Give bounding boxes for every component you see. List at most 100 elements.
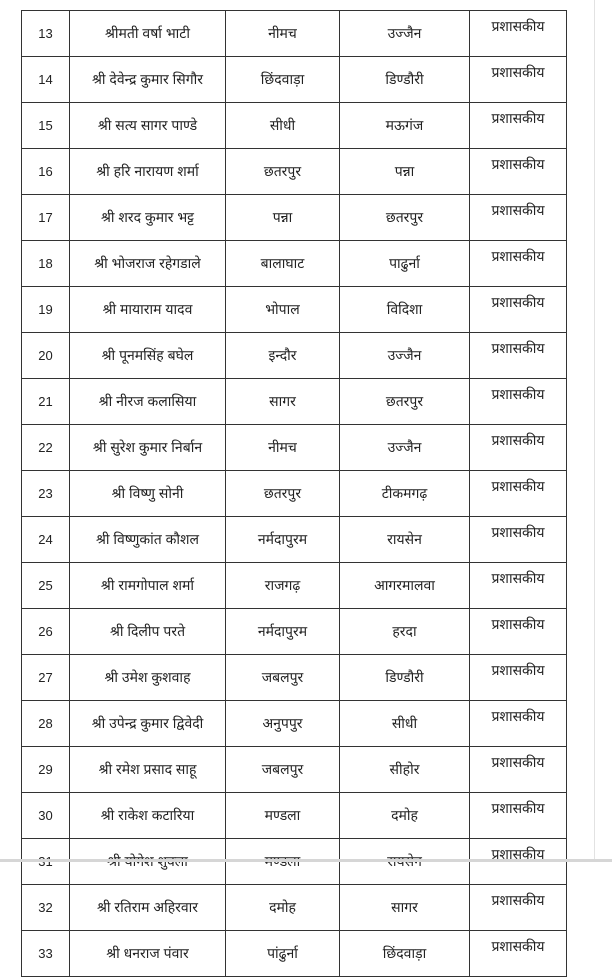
table-row: 26 श्री दिलीप परते नर्मदापुरम हरदा प्रशासकीय [21,608,567,655]
table-row: 21 श्री नीरज कलासिया सागर छतरपुर प्रशासकीय [21,378,567,425]
serial-number-cell: 16 [21,148,70,195]
reason-cell: प्रशासकीय [469,240,567,287]
from-district-cell: पांढुर्ना [225,930,340,977]
serial-number-cell: 19 [21,286,70,333]
table-row: 22 श्री सुरेश कुमार निर्बान नीमच उज्जैन प्रश… [21,424,567,471]
table-row: 25 श्री रामगोपाल शर्मा राजगढ़ आगरमालवा प्रशा… [21,562,567,609]
employee-name-cell: श्री रमेश प्रसाद साहू [69,746,226,793]
serial-number-cell: 15 [21,102,70,149]
table-row: 23 श्री विष्णु सोनी छतरपुर टीकमगढ़ प्रशासकीय [21,470,567,517]
employee-name-cell: श्री नीरज कलासिया [69,378,226,425]
to-district-cell: विदिशा [339,286,470,333]
to-district-cell: हरदा [339,608,470,655]
serial-number-cell: 14 [21,56,70,103]
from-district-cell: छतरपुर [225,470,340,517]
serial-number-cell: 26 [21,608,70,655]
serial-number-cell: 18 [21,240,70,287]
table-row: 32 श्री रतिराम अहिरवार दमोह सागर प्रशासकीय [21,884,567,931]
to-district-cell: डिण्डौरी [339,654,470,701]
from-district-cell: नर्मदापुरम [225,608,340,655]
table-row: 27 श्री उमेश कुशवाह जबलपुर डिण्डौरी प्रशासकी… [21,654,567,701]
table-row: 15 श्री सत्य सागर पाण्डे सीधी मऊगंज प्रशासकी… [21,102,567,149]
reason-cell: प्रशासकीय [469,930,567,977]
serial-number-cell: 27 [21,654,70,701]
reason-cell: प्रशासकीय [469,516,567,563]
reason-cell: प्रशासकीय [469,700,567,747]
table-row: 30 श्री राकेश कटारिया मण्डला दमोह प्रशासकीय [21,792,567,839]
from-district-cell: अनुपपुर [225,700,340,747]
employee-name-cell: श्री सुरेश कुमार निर्बान [69,424,226,471]
reason-cell: प्रशासकीय [469,884,567,931]
employee-name-cell: श्री देवेन्द्र कुमार सिगौर [69,56,226,103]
table-row: 20 श्री पूनमसिंह बघेल इन्दौर उज्जैन प्रशासकी… [21,332,567,379]
page-edge-divider [594,0,595,862]
to-district-cell: पाढुर्ना [339,240,470,287]
reason-cell: प्रशासकीय [469,10,567,57]
employee-name-cell: श्री दिलीप परते [69,608,226,655]
reason-cell: प्रशासकीय [469,332,567,379]
reason-cell: प्रशासकीय [469,148,567,195]
employee-name-cell: श्री धनराज पंवार [69,930,226,977]
employee-name-cell: श्री भोजराज रहेगडाले [69,240,226,287]
employee-name-cell: श्री रतिराम अहिरवार [69,884,226,931]
employee-name-cell: श्री विष्णु सोनी [69,470,226,517]
reason-cell: प्रशासकीय [469,56,567,103]
to-district-cell: पन्ना [339,148,470,195]
from-district-cell: इन्दौर [225,332,340,379]
employee-name-cell: श्री सत्य सागर पाण्डे [69,102,226,149]
to-district-cell: छतरपुर [339,378,470,425]
from-district-cell: राजगढ़ [225,562,340,609]
employee-name-cell: श्री पूनमसिंह बघेल [69,332,226,379]
from-district-cell: पन्ना [225,194,340,241]
to-district-cell: मऊगंज [339,102,470,149]
serial-number-cell: 29 [21,746,70,793]
employee-name-cell: श्री मायाराम यादव [69,286,226,333]
table-row: 24 श्री विष्णुकांत कौशल नर्मदापुरम रायसेन प्… [21,516,567,563]
table-row: 28 श्री उपेन्द्र कुमार द्विवेदी अनुपपुर सीध… [21,700,567,747]
table-row: 29 श्री रमेश प्रसाद साहू जबलपुर सीहोर प्रशास… [21,746,567,793]
serial-number-cell: 20 [21,332,70,379]
reason-cell: प्रशासकीय [469,378,567,425]
table-row: 14 श्री देवेन्द्र कुमार सिगौर छिंदवाड़ा डिण… [21,56,567,103]
from-district-cell: सीधी [225,102,340,149]
table-row: 33 श्री धनराज पंवार पांढुर्ना छिंदवाड़ा प्रश… [21,930,567,977]
from-district-cell: दमोह [225,884,340,931]
from-district-cell: नीमच [225,10,340,57]
from-district-cell: मण्डला [225,792,340,839]
to-district-cell: टीकमगढ़ [339,470,470,517]
serial-number-cell: 25 [21,562,70,609]
to-district-cell: सीधी [339,700,470,747]
table-row: 13 श्रीमती वर्षा भाटी नीमच उज्जैन प्रशासकीय [21,10,567,57]
from-district-cell: सागर [225,378,340,425]
table-row: 16 श्री हरि नारायण शर्मा छतरपुर पन्ना प्रशास… [21,148,567,195]
from-district-cell: जबलपुर [225,746,340,793]
from-district-cell: नीमच [225,424,340,471]
employee-name-cell: श्री रामगोपाल शर्मा [69,562,226,609]
serial-number-cell: 17 [21,194,70,241]
to-district-cell: आगरमालवा [339,562,470,609]
table-row: 17 श्री शरद कुमार भट्ट पन्ना छतरपुर प्रशासकी… [21,194,567,241]
to-district-cell: सागर [339,884,470,931]
employee-name-cell: श्री विष्णुकांत कौशल [69,516,226,563]
to-district-cell: दमोह [339,792,470,839]
reason-cell: प्रशासकीय [469,424,567,471]
employee-name-cell: श्री राकेश कटारिया [69,792,226,839]
employee-name-cell: श्री उमेश कुशवाह [69,654,226,701]
serial-number-cell: 32 [21,884,70,931]
serial-number-cell: 13 [21,10,70,57]
reason-cell: प्रशासकीय [469,792,567,839]
serial-number-cell: 28 [21,700,70,747]
reason-cell: प्रशासकीय [469,194,567,241]
to-district-cell: उज्जैन [339,10,470,57]
serial-number-cell: 22 [21,424,70,471]
from-district-cell: छिंदवाड़ा [225,56,340,103]
table-row: 18 श्री भोजराज रहेगडाले बालाघाट पाढुर्ना प्र… [21,240,567,287]
serial-number-cell: 33 [21,930,70,977]
to-district-cell: रायसेन [339,516,470,563]
reason-cell: प्रशासकीय [469,562,567,609]
to-district-cell: डिण्डौरी [339,56,470,103]
serial-number-cell: 30 [21,792,70,839]
from-district-cell: बालाघाट [225,240,340,287]
employee-name-cell: श्रीमती वर्षा भाटी [69,10,226,57]
bottom-divider [0,859,612,862]
